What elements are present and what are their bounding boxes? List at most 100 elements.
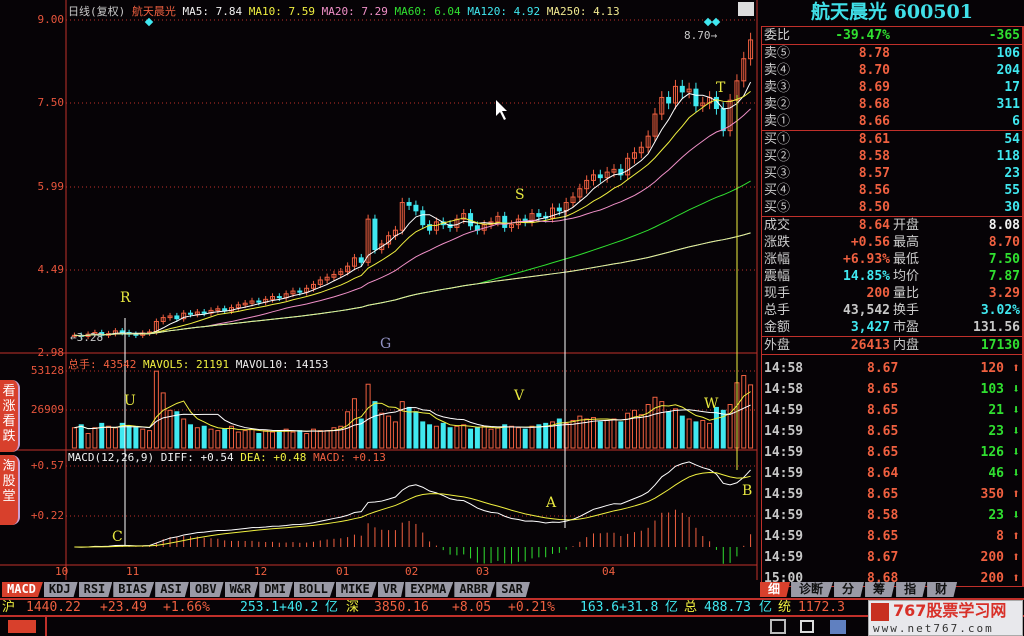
candle-body: [317, 279, 323, 285]
volume-bar: [304, 433, 310, 449]
weibi-diff: -365: [988, 28, 1020, 43]
volume-tick: 26909: [30, 403, 64, 416]
row-label-2: 换手: [893, 303, 920, 318]
candle-body: [597, 174, 603, 179]
candle-body: [194, 311, 200, 315]
row-value: 8.58: [858, 149, 890, 164]
volume-bar: [481, 425, 487, 449]
row-label: 买④: [764, 183, 791, 198]
candle-body: [509, 224, 515, 228]
volume-bar: [324, 430, 330, 449]
candle-body: [495, 215, 501, 223]
arrow-up-icon: ⬆: [1012, 361, 1020, 376]
annotation-c: C: [112, 529, 123, 545]
volume-bar: [672, 408, 678, 449]
row-value-2: 23: [1004, 166, 1020, 181]
row-value: 8.61: [858, 132, 890, 147]
total-volume: 总手: 43542: [68, 358, 137, 371]
quote-row: 买③ 8.57 23: [762, 165, 1022, 182]
indicator-tab-arbr[interactable]: ARBR: [454, 582, 496, 597]
detail-tab[interactable]: 财: [927, 582, 958, 597]
row-value: 3,427: [850, 320, 890, 335]
row-value: 8.70: [858, 63, 890, 78]
indicator-tab-vr[interactable]: VR: [377, 582, 405, 597]
candle-body: [297, 290, 303, 293]
annotation-t: T: [716, 80, 726, 96]
indicator-tab-macd[interactable]: MACD: [2, 582, 43, 597]
indicator-tab-dmi[interactable]: DMI: [259, 582, 293, 597]
indicator-tab-expma[interactable]: EXPMA: [405, 582, 454, 597]
tick-time: 14:58: [764, 361, 804, 376]
candle-body: [577, 188, 583, 198]
volume-bar: [345, 411, 351, 449]
candle-body: [256, 300, 262, 303]
yi-unit: 亿: [325, 600, 339, 615]
annotation-b: B: [742, 483, 753, 499]
side-tab-taoguba[interactable]: 淘股堂: [0, 455, 20, 525]
volume-bar: [625, 412, 631, 449]
volume-bar: [488, 428, 494, 449]
row-label: 买③: [764, 166, 791, 181]
tick-time: 14:59: [764, 487, 804, 502]
volume-bar: [174, 411, 180, 449]
side-tab-rise-fall[interactable]: 看涨看跌: [0, 380, 20, 452]
indicator-tab-wr[interactable]: W&R: [224, 582, 259, 597]
outer-value: 26413: [850, 338, 890, 353]
indicator-tab-kdj[interactable]: KDJ: [43, 582, 78, 597]
tick-volume: 126: [980, 445, 1004, 460]
row-label: 涨跌: [764, 235, 791, 250]
row-value-2: 3.02%: [980, 303, 1020, 318]
candle-body: [379, 243, 385, 251]
detail-tab[interactable]: 指: [896, 582, 927, 597]
chip-icon[interactable]: [800, 620, 814, 633]
annotation-r: R: [120, 290, 131, 306]
tick-row: 14:59 8.65 8 ⬆: [762, 526, 1022, 547]
row-value: 8.78: [858, 46, 890, 61]
weibi-row: 委比 -39.47% -365: [762, 27, 1022, 44]
volume-bar: [242, 430, 248, 449]
volume-bar: [106, 425, 112, 449]
indicator-tab-boll[interactable]: BOLL: [293, 582, 335, 597]
users-icon[interactable]: [830, 620, 846, 634]
tick-list[interactable]: 14:58 8.67 120 ⬆ 14:58 8.65 103 ⬇ 14:59 8.65 21 ⬇ 14…: [761, 355, 1024, 587]
detail-tab[interactable]: 诊断: [791, 582, 834, 597]
volume-bar: [119, 422, 125, 449]
indicator-tab-obv[interactable]: OBV: [189, 582, 224, 597]
outer-inner-row: 外盘 26413 内盘 17130: [762, 337, 1022, 354]
detail-tab[interactable]: 细: [760, 582, 791, 597]
volume-bar: [679, 415, 685, 449]
volume-bar: [99, 422, 105, 449]
candle-body: [181, 312, 187, 320]
arrow-down-icon: ⬇: [1012, 508, 1020, 523]
detail-tab[interactable]: 筹: [865, 582, 896, 597]
indicator-tab-bias[interactable]: BIAS: [113, 582, 155, 597]
price-tick: 5.99: [37, 180, 65, 193]
row-value-2: 7.87: [988, 269, 1020, 284]
mavol5: MAVOL5: 21191: [142, 358, 230, 371]
row-label-2: 市盈: [893, 320, 920, 335]
volume-bar: [78, 424, 84, 449]
row-value-2: 8.70: [988, 235, 1020, 250]
kline-chart[interactable]: [0, 0, 760, 580]
indicator-tab-asi[interactable]: ASI: [155, 582, 189, 597]
indicator-tab-sar[interactable]: SAR: [496, 582, 530, 597]
volume-bar: [160, 392, 166, 449]
detail-tab[interactable]: 分: [834, 582, 865, 597]
month-label: 02: [405, 565, 419, 578]
volume-bar: [338, 425, 344, 449]
watermark-chart-icon: [871, 603, 889, 621]
network-icon[interactable]: [770, 619, 786, 634]
volume-bar: [331, 427, 337, 449]
candle-body: [201, 311, 207, 314]
volume-bar: [713, 406, 719, 449]
volume-bar: [188, 424, 194, 449]
annotation-a: A: [546, 495, 557, 511]
candle-body: [310, 283, 316, 289]
indicator-tab-rsi[interactable]: RSI: [78, 582, 113, 597]
volume-bar: [433, 425, 439, 449]
volume-bar: [700, 419, 706, 449]
candle-body: [631, 152, 637, 159]
ma20-line: [74, 108, 751, 337]
volume-bar: [631, 409, 637, 449]
indicator-tab-mike[interactable]: MIKE: [335, 582, 377, 597]
